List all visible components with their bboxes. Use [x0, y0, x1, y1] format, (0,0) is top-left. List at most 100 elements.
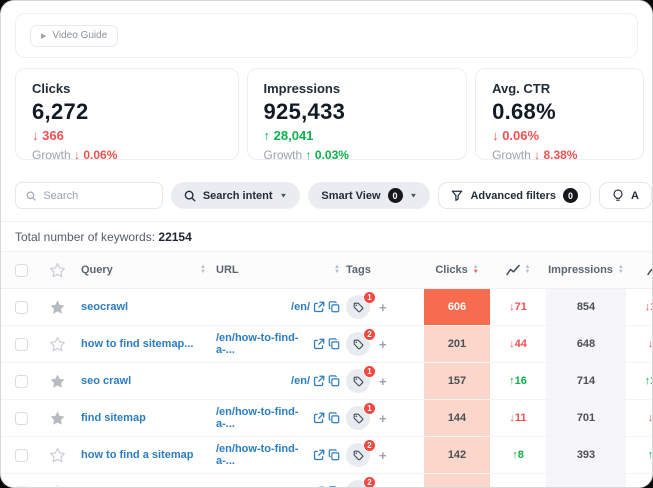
stat-growth: Growth ↑ 0.03%	[263, 148, 349, 162]
smart-view-dropdown[interactable]: Smart View 0 ▼	[308, 182, 431, 209]
insights-label: A	[631, 189, 639, 202]
url-link[interactable]: /en/how-to-find-a-...	[216, 406, 299, 430]
query-link[interactable]: how to find a sitemap	[81, 449, 194, 461]
copy-icon[interactable]	[328, 375, 340, 387]
stat-value: 925,433	[263, 99, 346, 124]
external-link-icon[interactable]	[313, 449, 325, 461]
tags-button[interactable]: 1	[346, 291, 376, 319]
external-link-icon[interactable]	[313, 412, 325, 424]
url-link[interactable]: /en/how-to-find-a-...	[216, 332, 299, 356]
table-row-partial: 2 +	[1, 474, 652, 488]
url-link[interactable]: /en/	[291, 301, 310, 313]
stat-label: Clicks	[32, 81, 71, 96]
arrow-down-icon: ↓	[74, 148, 81, 162]
chevron-down-icon: ▼	[409, 191, 418, 200]
star-filled-icon[interactable]	[49, 410, 66, 427]
star-outline-icon[interactable]	[49, 447, 66, 464]
query-link[interactable]: find sitemap	[81, 412, 146, 424]
copy-icon[interactable]	[328, 301, 340, 313]
star-outline-icon[interactable]	[49, 336, 66, 353]
tag-icon	[353, 339, 363, 349]
search-intent-dropdown[interactable]: Search intent ▼	[170, 182, 301, 209]
star-filled-icon[interactable]	[49, 299, 66, 316]
add-tag-button[interactable]: +	[379, 373, 387, 389]
tag-icon	[353, 376, 363, 386]
impressions-cell: 714	[546, 363, 626, 399]
stat-delta: ↓ 366	[32, 128, 64, 143]
stat-value: 0.68%	[492, 99, 556, 124]
clicks-cell: 201	[424, 326, 490, 362]
video-guide-button[interactable]: ▶ Video Guide	[30, 24, 119, 47]
tags-button[interactable]: 1	[346, 402, 376, 430]
sort-icon-active-desc[interactable]: ▲ ▼	[472, 264, 479, 275]
tags-button[interactable]: 2	[346, 476, 376, 487]
external-link-icon[interactable]	[313, 375, 325, 387]
impressions-change: ↓8	[647, 412, 653, 424]
add-tag-button[interactable]: +	[379, 410, 387, 426]
query-link[interactable]: seo crawl	[81, 375, 132, 387]
search-input[interactable]	[43, 189, 152, 202]
sort-icon[interactable]: ▲ ▼	[200, 264, 206, 275]
clicks-cell: 157	[424, 363, 490, 399]
impressions-change: ↑5	[647, 449, 653, 461]
filter-bar: Search intent ▼ Smart View 0 ▼ Advanced …	[15, 182, 652, 209]
tags-button[interactable]: 2	[346, 439, 376, 467]
impressions-cell	[546, 474, 626, 487]
insights-button-cut[interactable]: A	[599, 182, 652, 209]
search-icon	[184, 190, 196, 201]
column-header-impressions[interactable]: Impressions ▲ ▼	[548, 264, 624, 276]
row-checkbox[interactable]	[15, 300, 28, 314]
star-outline-icon[interactable]	[49, 484, 66, 488]
add-tag-button[interactable]: +	[379, 485, 387, 488]
copy-icon[interactable]	[328, 338, 340, 350]
clicks-change: ↑16	[509, 375, 527, 387]
advanced-filters-button[interactable]: Advanced filters 0	[438, 182, 592, 209]
sort-icon[interactable]: ▲ ▼	[524, 264, 531, 275]
copy-icon[interactable]	[328, 449, 340, 461]
external-link-icon[interactable]	[313, 338, 325, 350]
total-keywords-label: Total number of keywords:	[15, 230, 156, 244]
star-icon[interactable]	[49, 262, 66, 279]
column-header-url[interactable]: URL ▲ ▼	[216, 264, 340, 276]
tags-button[interactable]: 1	[346, 365, 376, 393]
tags-button[interactable]: 2	[346, 328, 376, 356]
impressions-change: ↓5	[647, 338, 653, 350]
play-icon: ▶	[41, 32, 47, 40]
url-link[interactable]: /en/	[291, 375, 310, 387]
lightbulb-icon	[613, 189, 623, 201]
query-link[interactable]: how to find sitemap...	[81, 338, 194, 350]
sort-icon[interactable]: ▲ ▼	[617, 264, 624, 275]
add-tag-button[interactable]: +	[379, 336, 387, 352]
keywords-table: Query ▲ ▼ URL ▲ ▼ Tags Clicks ▲ ▼ ▲ ▼ Impres…	[1, 251, 653, 488]
column-header-clicks[interactable]: Clicks ▲ ▼	[435, 264, 479, 276]
clicks-change: ↑8	[512, 449, 524, 461]
select-all-checkbox[interactable]	[15, 263, 28, 277]
row-checkbox[interactable]	[15, 411, 28, 425]
clicks-change: ↓11	[509, 412, 527, 424]
star-filled-icon[interactable]	[49, 373, 66, 390]
row-checkbox[interactable]	[15, 374, 28, 388]
add-tag-button[interactable]: +	[379, 447, 387, 463]
row-checkbox[interactable]	[15, 448, 28, 462]
tag-count-badge: 2	[363, 476, 376, 487]
search-box[interactable]	[15, 182, 163, 209]
clicks-change: ↓71	[509, 301, 527, 313]
advanced-filters-count-badge: 0	[563, 188, 579, 203]
video-guide-container: ▶ Video Guide	[15, 13, 638, 58]
column-header-clicks-trend[interactable]: ▲ ▼	[490, 252, 546, 288]
stat-card-clicks: Clicks 6,272 ↓ 366 Growth ↓ 0.06%	[15, 68, 239, 162]
chevron-down-icon: ▼	[279, 191, 288, 200]
copy-icon[interactable]	[328, 412, 340, 424]
column-header-impressions-trend[interactable]	[626, 252, 652, 288]
url-link[interactable]: /en/how-to-find-a-...	[216, 443, 299, 467]
clicks-cell	[424, 474, 490, 487]
sort-icon[interactable]: ▲ ▼	[334, 264, 340, 275]
impressions-cell: 393	[546, 437, 626, 473]
arrow-up-icon: ↑	[305, 148, 312, 162]
query-link[interactable]: seocrawl	[81, 301, 129, 313]
row-checkbox[interactable]	[15, 337, 28, 351]
impressions-cell: 648	[546, 326, 626, 362]
external-link-icon[interactable]	[313, 301, 325, 313]
add-tag-button[interactable]: +	[379, 299, 387, 315]
column-header-query[interactable]: Query ▲ ▼	[81, 264, 206, 276]
